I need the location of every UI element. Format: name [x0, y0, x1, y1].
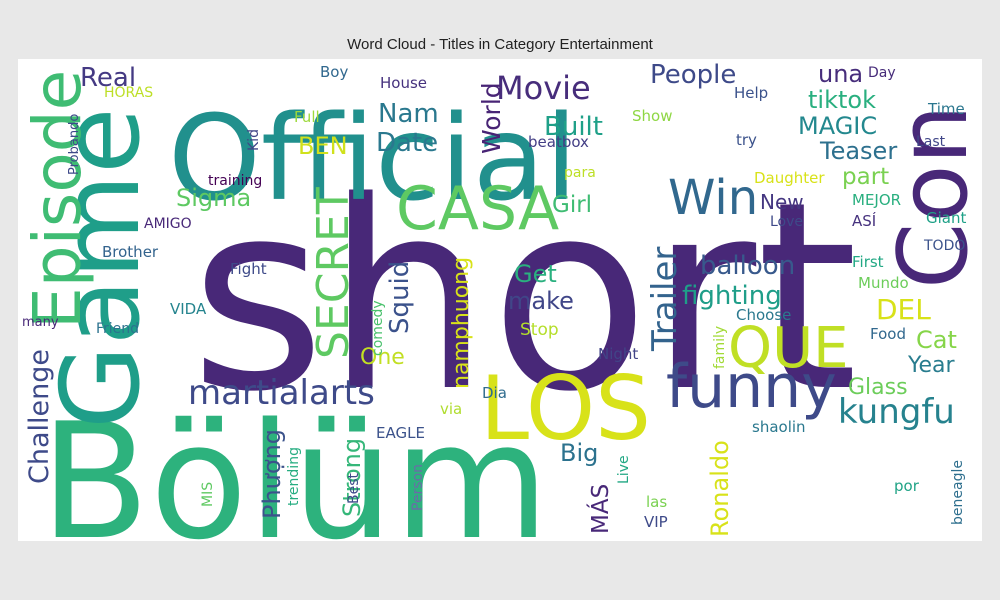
word-53: Probando: [67, 114, 82, 175]
word-18: People: [650, 60, 736, 90]
word-5: LOS: [480, 357, 651, 460]
word-75: Love: [770, 214, 803, 230]
word-cloud-canvas: short Official Bölüm Game Con LOS Episode funny…: [18, 59, 982, 541]
word-87: Best: [346, 472, 362, 504]
word-7: funny: [666, 352, 837, 422]
word-24: Sigma: [176, 184, 251, 212]
word-10: SECRET: [308, 187, 359, 359]
word-30: DEL: [876, 293, 931, 326]
word-19: Built: [544, 112, 603, 142]
word-63: Show: [632, 107, 672, 125]
word-92: las: [646, 493, 667, 511]
word-9: QUE: [728, 316, 848, 381]
word-54: Full: [294, 108, 320, 126]
word-65: Day: [868, 65, 896, 81]
word-43: Phượng: [258, 429, 286, 519]
word-69: beatbox: [528, 133, 589, 151]
word-70: para: [564, 165, 596, 181]
word-26: tiktok: [808, 86, 876, 114]
word-23: BEN: [298, 132, 348, 160]
word-17: Real: [80, 63, 136, 93]
word-81: family: [712, 326, 728, 369]
word-6: Episode: [19, 70, 96, 329]
word-84: via: [440, 400, 462, 418]
word-14: Movie: [496, 69, 591, 107]
word-38: make: [508, 287, 574, 315]
word-27: MAGIC: [798, 112, 877, 140]
word-40: namphuong: [449, 257, 474, 389]
word-67: Last: [916, 134, 946, 150]
word-82: Night: [598, 345, 638, 363]
word-39: Girl: [552, 192, 592, 218]
word-60: VIDA: [170, 300, 207, 318]
word-90: trending: [286, 447, 302, 506]
word-76: TODO: [923, 238, 965, 254]
word-79: Choose: [736, 306, 791, 324]
word-89: Live: [616, 455, 632, 484]
word-1: Official: [168, 89, 578, 227]
word-85: EAGLE: [376, 424, 425, 442]
word-35: fighting: [682, 281, 782, 311]
word-44: MÁS: [586, 484, 614, 534]
word-66: Time: [927, 100, 965, 118]
word-95: beneagle: [950, 460, 966, 525]
word-31: Cat: [916, 326, 957, 354]
word-72: MEJOR: [852, 191, 901, 209]
word-29: part: [842, 164, 889, 190]
word-37: Get: [514, 260, 557, 288]
word-15: Trailer: [645, 247, 685, 352]
word-74: Giant: [926, 209, 966, 227]
word-64: Help: [734, 84, 768, 102]
word-45: Big: [560, 439, 598, 467]
word-59: Fight: [230, 260, 267, 278]
word-55: Kid: [246, 129, 262, 151]
word-34: balloon: [700, 251, 795, 281]
word-62: Friend: [96, 321, 139, 337]
word-4: Con: [879, 104, 982, 289]
word-78: Mundo: [858, 274, 909, 292]
word-83: Dia: [482, 384, 507, 402]
word-71: Daughter: [754, 169, 825, 187]
word-0: short: [190, 147, 858, 449]
word-13: kungfu: [838, 392, 955, 432]
word-22: Date: [376, 128, 438, 158]
word-73: ASÍ: [852, 211, 876, 230]
word-32: Year: [907, 353, 956, 378]
word-11: Win: [668, 170, 758, 226]
word-12: martialarts: [188, 373, 375, 413]
word-93: VIP: [644, 513, 668, 531]
word-21: Nam: [378, 99, 439, 129]
word-52: HORAS: [104, 85, 153, 101]
word-41: One: [360, 345, 405, 370]
word-58: Brother: [102, 243, 159, 261]
word-16: Challenge: [24, 349, 55, 484]
chart-title: Word Cloud - Titles in Category Entertai…: [347, 36, 653, 53]
word-68: try: [736, 131, 757, 149]
word-86: shaolin: [752, 418, 806, 436]
word-47: Stop: [520, 320, 559, 340]
word-77: First: [852, 253, 884, 271]
word-50: Boy: [320, 63, 348, 81]
word-80: Food: [870, 325, 906, 343]
word-25: una: [818, 60, 863, 88]
word-51: House: [380, 74, 427, 92]
word-3: Game: [39, 107, 164, 429]
word-42: Strong: [338, 438, 366, 517]
word-20: World: [477, 82, 506, 154]
word-57: AMIGO: [144, 216, 192, 232]
word-91: MIS: [200, 482, 216, 507]
word-61: many: [22, 315, 59, 330]
word-48: comedy: [370, 300, 386, 356]
word-46: Ronaldo: [706, 440, 734, 537]
word-28: Teaser: [819, 137, 897, 165]
word-49: New: [760, 190, 804, 214]
word-36: Squid: [385, 261, 415, 334]
word-94: por: [894, 477, 920, 495]
word-33: Glass: [848, 375, 908, 400]
word-8: CASA: [396, 174, 559, 244]
word-2: Bölüm: [40, 388, 549, 541]
word-56: training: [208, 173, 262, 189]
word-88: Person: [410, 464, 426, 511]
